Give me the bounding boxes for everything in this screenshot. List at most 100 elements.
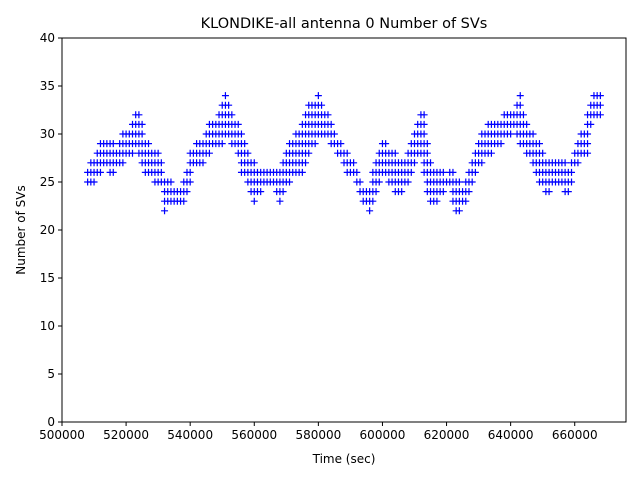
data-point-marker [228, 111, 236, 119]
data-point-marker [487, 149, 495, 157]
data-point-marker [90, 178, 98, 186]
data-point-marker [596, 101, 604, 109]
x-tick-label: 520000 [103, 428, 149, 442]
data-point-marker [420, 120, 428, 128]
data-point-marker [330, 130, 338, 138]
data-point-marker [584, 140, 592, 148]
data-point-marker [244, 149, 252, 157]
data-point-marker [433, 197, 441, 205]
data-point-marker [343, 149, 351, 157]
data-point-marker [221, 92, 229, 100]
data-point-marker [462, 197, 470, 205]
data-point-marker [157, 159, 165, 167]
data-point-marker [596, 92, 604, 100]
x-tick-label: 660000 [552, 428, 598, 442]
data-point-marker [305, 149, 313, 157]
data-point-marker [507, 130, 515, 138]
data-point-marker [237, 130, 245, 138]
data-point-marker [366, 207, 374, 215]
data-point-marker [129, 149, 136, 157]
data-point-marker [180, 197, 188, 205]
data-point-marker [439, 188, 447, 196]
data-point-marker [516, 92, 524, 100]
data-point-marker [523, 120, 531, 128]
y-tick-label: 25 [40, 175, 55, 189]
data-point-marker [96, 168, 104, 176]
x-tick-label: 580000 [295, 428, 341, 442]
data-point-marker [516, 101, 524, 109]
data-point-marker [145, 140, 153, 148]
data-point-marker [561, 159, 569, 167]
data-point-marker [241, 140, 249, 148]
data-point-marker [407, 168, 415, 176]
data-point-marker [423, 140, 431, 148]
data-point-marker [186, 178, 194, 186]
data-point-marker [199, 159, 207, 167]
data-point-marker [391, 149, 399, 157]
data-point-marker [205, 149, 213, 157]
data-point-marker [353, 168, 361, 176]
y-tick-label: 20 [40, 223, 55, 237]
y-tick-label: 15 [40, 271, 55, 285]
data-point-marker [529, 130, 537, 138]
y-tick-label: 30 [40, 127, 55, 141]
plot-area [62, 38, 626, 422]
data-point-marker [183, 188, 191, 196]
y-tick-label: 35 [40, 79, 55, 93]
y-tick-label: 10 [40, 319, 55, 333]
data-point-marker [286, 178, 294, 186]
data-point-marker [154, 149, 162, 157]
x-tick-label: 640000 [488, 428, 534, 442]
data-point-marker [420, 130, 428, 138]
data-point-marker [337, 140, 345, 148]
data-point-marker [455, 207, 463, 215]
data-point-marker [369, 197, 377, 205]
data-point-marker [568, 178, 576, 186]
data-point-marker [250, 159, 258, 167]
data-point-marker [167, 178, 175, 186]
data-point-marker [519, 111, 527, 119]
data-point-marker [324, 111, 332, 119]
data-point-marker [596, 111, 604, 119]
data-point-marker [404, 178, 412, 186]
x-axis-ticks: 500000 520000 540000 560000 580000 600000 6200… [39, 422, 598, 442]
data-point-marker [568, 168, 576, 176]
data-point-marker [427, 159, 435, 167]
data-point-marker [372, 188, 380, 196]
x-tick-label: 600000 [360, 428, 406, 442]
data-point-marker [468, 178, 476, 186]
data-point-marker [545, 188, 553, 196]
data-point-marker [439, 168, 447, 176]
data-point-marker [314, 92, 322, 100]
data-point-marker [109, 140, 117, 148]
data-point-marker [225, 101, 233, 109]
data-point-marker [420, 111, 428, 119]
x-tick-label: 560000 [231, 428, 277, 442]
x-tick-label: 540000 [167, 428, 213, 442]
data-points [84, 92, 604, 215]
data-point-marker [327, 120, 335, 128]
data-point-marker [234, 120, 242, 128]
data-point-marker [161, 207, 169, 215]
data-point-marker [564, 188, 572, 196]
data-point-marker [186, 168, 194, 176]
y-axis-ticks: 0 5 10 15 20 25 30 35 40 [40, 31, 62, 429]
data-point-marker [318, 101, 326, 109]
data-point-marker [539, 149, 547, 157]
data-point-marker [298, 168, 306, 176]
data-point-marker [587, 120, 595, 128]
data-point-marker [449, 168, 457, 176]
data-point-marker [535, 140, 543, 148]
data-point-marker [478, 159, 486, 167]
data-point-marker [398, 188, 406, 196]
data-point-marker [356, 178, 364, 186]
data-point-marker [138, 120, 146, 128]
data-point-marker [138, 130, 146, 138]
data-point-marker [375, 178, 383, 186]
data-point-marker [350, 159, 358, 167]
data-point-marker [302, 159, 310, 167]
data-point-marker [455, 178, 463, 186]
data-point-marker [276, 197, 284, 205]
data-point-marker [250, 197, 258, 205]
